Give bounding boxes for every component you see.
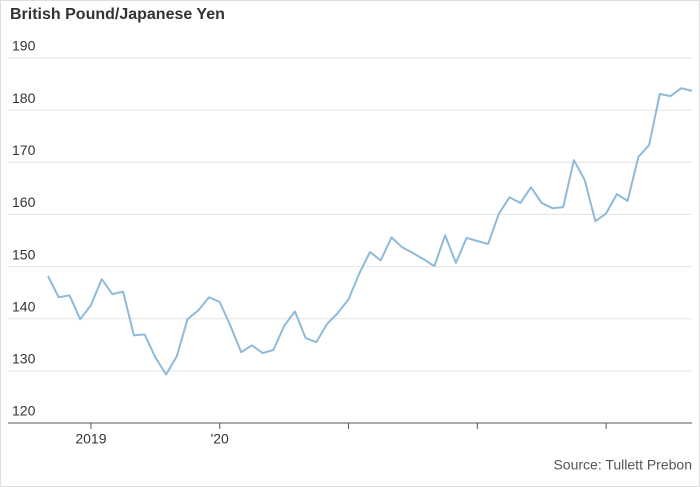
y-tick-label: 120: [12, 403, 36, 419]
chart-title: British Pound/Japanese Yen: [10, 6, 225, 23]
source: Source: Tullett Prebon: [553, 457, 692, 473]
series-line: [47, 87, 693, 376]
x-tick-label: '20: [211, 431, 229, 447]
y-tick-label: 190: [12, 38, 36, 54]
y-tick-label: 170: [12, 142, 36, 158]
y-tick-label: 160: [12, 194, 36, 210]
y-tick-label: 150: [12, 246, 36, 262]
y-tick-label: 140: [12, 298, 36, 314]
x-tick-label: 2019: [75, 431, 106, 447]
y-tick-label: 130: [12, 351, 36, 367]
y-tick-label: 180: [12, 90, 36, 106]
